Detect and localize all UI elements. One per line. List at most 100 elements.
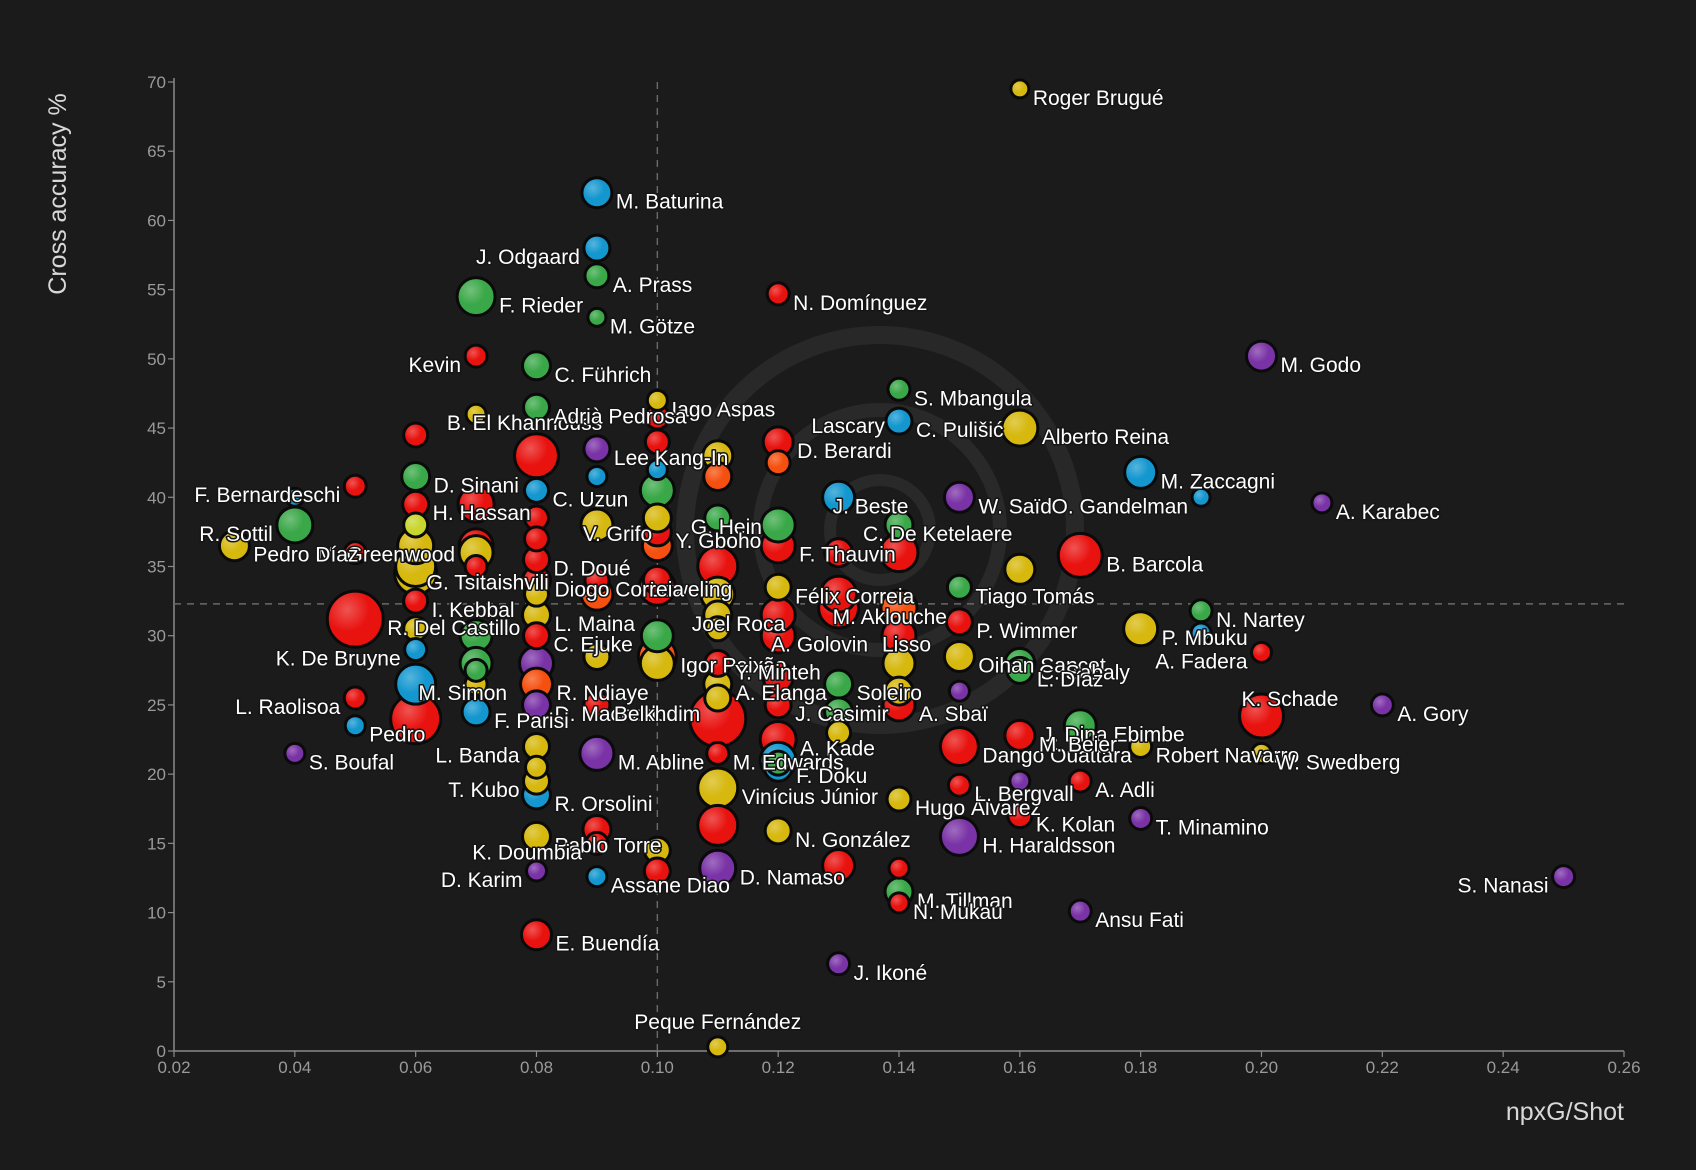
data-point[interactable] (463, 554, 489, 579)
data-point[interactable] (688, 689, 748, 749)
data-point[interactable] (879, 588, 919, 628)
data-point[interactable] (705, 740, 731, 766)
data-point[interactable] (1128, 733, 1154, 759)
data-point[interactable] (342, 473, 368, 499)
data-point[interactable] (641, 502, 673, 534)
data-point[interactable] (945, 573, 973, 601)
data-point[interactable] (887, 856, 911, 880)
data-point[interactable] (1250, 640, 1273, 664)
data-point[interactable] (946, 772, 972, 798)
data-point[interactable] (463, 343, 489, 369)
data-point[interactable] (887, 891, 911, 915)
data-point[interactable] (763, 572, 793, 602)
data-point[interactable] (645, 388, 669, 412)
data-point[interactable] (1551, 864, 1577, 890)
data-point[interactable] (513, 432, 560, 480)
data-point[interactable] (826, 951, 852, 977)
data-point[interactable] (759, 506, 797, 544)
data-point[interactable] (396, 526, 436, 566)
data-point[interactable] (759, 596, 797, 634)
data-point[interactable] (638, 471, 676, 509)
data-point[interactable] (645, 458, 669, 482)
data-point[interactable] (1123, 454, 1159, 490)
data-point[interactable] (525, 859, 548, 883)
data-point[interactable] (703, 648, 733, 678)
data-point[interactable] (402, 511, 430, 539)
data-point[interactable] (460, 696, 492, 728)
data-point[interactable] (400, 461, 432, 493)
data-point[interactable] (583, 262, 611, 290)
data-point[interactable] (886, 376, 912, 402)
data-point[interactable] (642, 856, 672, 886)
data-point[interactable] (1067, 768, 1093, 794)
data-point[interactable] (1250, 741, 1273, 765)
data-point[interactable] (585, 465, 609, 489)
data-point[interactable] (643, 428, 671, 456)
data-point[interactable] (698, 848, 738, 888)
data-point[interactable] (522, 621, 551, 651)
data-point[interactable] (883, 509, 915, 541)
data-point[interactable] (1238, 692, 1285, 740)
data-point[interactable] (580, 176, 614, 210)
data-point[interactable] (464, 402, 488, 426)
data-point[interactable] (585, 865, 609, 889)
data-point[interactable] (765, 281, 791, 307)
data-point[interactable] (523, 525, 550, 553)
data-point[interactable] (1245, 339, 1278, 373)
data-point[interactable] (880, 617, 918, 655)
data-point[interactable] (1369, 692, 1395, 718)
data-point[interactable] (763, 690, 793, 720)
data-point[interactable] (883, 675, 915, 707)
data-point[interactable] (342, 685, 368, 711)
data-point[interactable] (878, 532, 920, 574)
data-point[interactable] (325, 589, 385, 649)
data-point[interactable] (1062, 708, 1098, 744)
data-point[interactable] (885, 785, 913, 813)
data-point[interactable] (1188, 598, 1214, 624)
data-point[interactable] (702, 461, 734, 493)
data-point[interactable] (1056, 531, 1104, 579)
data-point[interactable] (703, 503, 733, 533)
data-point[interactable] (825, 719, 853, 747)
data-point[interactable] (1006, 802, 1034, 830)
data-point[interactable] (394, 662, 438, 706)
data-point[interactable] (1009, 78, 1031, 100)
data-point[interactable] (1122, 610, 1160, 648)
data-point[interactable] (696, 766, 740, 810)
data-point[interactable] (401, 489, 431, 519)
data-point[interactable] (823, 668, 855, 700)
data-point[interactable] (1128, 805, 1154, 831)
data-point[interactable] (764, 749, 792, 777)
data-point[interactable] (823, 537, 855, 569)
data-point[interactable] (520, 918, 553, 952)
data-point[interactable] (342, 540, 368, 566)
data-point[interactable] (522, 731, 551, 761)
data-point[interactable] (703, 683, 733, 713)
data-point[interactable] (1003, 552, 1037, 586)
data-point[interactable] (583, 566, 611, 594)
data-point[interactable] (343, 714, 367, 738)
data-point[interactable] (521, 350, 552, 382)
data-point[interactable] (389, 692, 443, 746)
data-point[interactable] (283, 741, 307, 765)
data-point[interactable] (819, 574, 859, 614)
data-point[interactable] (523, 580, 550, 608)
data-point[interactable] (696, 803, 740, 847)
data-point[interactable] (884, 406, 914, 436)
data-point[interactable] (1008, 769, 1032, 793)
data-point[interactable] (522, 392, 551, 422)
data-point[interactable] (641, 564, 673, 596)
data-point[interactable] (1067, 898, 1093, 924)
data-point[interactable] (458, 618, 494, 654)
data-point[interactable] (578, 734, 616, 772)
data-point[interactable] (455, 276, 497, 318)
data-point[interactable] (1190, 486, 1212, 508)
data-point[interactable] (1005, 655, 1035, 685)
data-point[interactable] (582, 641, 612, 671)
data-point[interactable] (706, 1035, 730, 1059)
data-point[interactable] (402, 587, 430, 615)
data-point[interactable] (402, 421, 430, 449)
data-point[interactable] (523, 476, 550, 504)
data-point[interactable] (1189, 621, 1213, 645)
data-point[interactable] (521, 689, 552, 721)
